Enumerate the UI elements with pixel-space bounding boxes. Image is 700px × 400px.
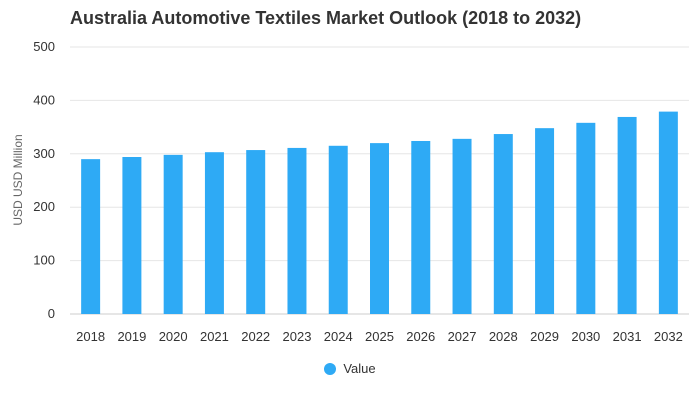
x-tick-label: 2018 bbox=[76, 329, 105, 344]
y-axis-label: USD USD Million bbox=[11, 134, 25, 225]
x-tick-label: 2030 bbox=[571, 329, 600, 344]
bar-2018[interactable] bbox=[81, 159, 101, 314]
x-tick-label: 2032 bbox=[654, 329, 683, 344]
legend: Value bbox=[0, 361, 700, 378]
x-tick-label: 2026 bbox=[406, 329, 435, 344]
y-tick-label: 100 bbox=[33, 253, 55, 268]
bar-2032[interactable] bbox=[658, 111, 678, 314]
y-tick-label: 400 bbox=[33, 92, 55, 107]
bar-2021[interactable] bbox=[204, 152, 224, 314]
y-tick-label: 200 bbox=[33, 199, 55, 214]
y-tick-label: 0 bbox=[48, 306, 55, 321]
x-tick-label: 2031 bbox=[613, 329, 642, 344]
x-tick-label: 2029 bbox=[530, 329, 559, 344]
x-tick-label: 2020 bbox=[159, 329, 188, 344]
bar-2029[interactable] bbox=[535, 128, 555, 314]
bar-2028[interactable] bbox=[493, 134, 513, 314]
bar-2020[interactable] bbox=[163, 154, 183, 314]
bar-2023[interactable] bbox=[287, 147, 307, 314]
y-tick-label: 300 bbox=[33, 146, 55, 161]
x-tick-label: 2024 bbox=[324, 329, 353, 344]
legend-item[interactable]: Value bbox=[324, 361, 376, 376]
bars bbox=[81, 111, 678, 314]
bar-2022[interactable] bbox=[246, 150, 266, 314]
bar-2027[interactable] bbox=[452, 138, 472, 314]
bar-2019[interactable] bbox=[122, 157, 142, 314]
x-tick-label: 2028 bbox=[489, 329, 518, 344]
bar-2031[interactable] bbox=[617, 116, 637, 314]
x-tick-label: 2027 bbox=[448, 329, 477, 344]
x-axis-ticks: 2018 2019 2020 2021 2022 2023 2024 2025 2026 2027… bbox=[76, 329, 683, 344]
x-tick-label: 2019 bbox=[117, 329, 146, 344]
legend-label: Value bbox=[343, 361, 376, 376]
x-tick-label: 2025 bbox=[365, 329, 394, 344]
y-tick-label: 500 bbox=[33, 39, 55, 54]
y-axis-ticks: 0 100 200 300 400 500 bbox=[33, 39, 55, 321]
bar-2025[interactable] bbox=[370, 143, 389, 314]
x-tick-label: 2022 bbox=[241, 329, 270, 344]
bar-2030[interactable] bbox=[576, 122, 596, 314]
x-tick-label: 2021 bbox=[200, 329, 229, 344]
bar-2024[interactable] bbox=[328, 145, 348, 314]
x-tick-label: 2023 bbox=[283, 329, 312, 344]
legend-swatch-icon bbox=[324, 362, 337, 375]
chart-title: Australia Automotive Textiles Market Out… bbox=[70, 8, 582, 28]
bar-2026[interactable] bbox=[411, 140, 431, 314]
